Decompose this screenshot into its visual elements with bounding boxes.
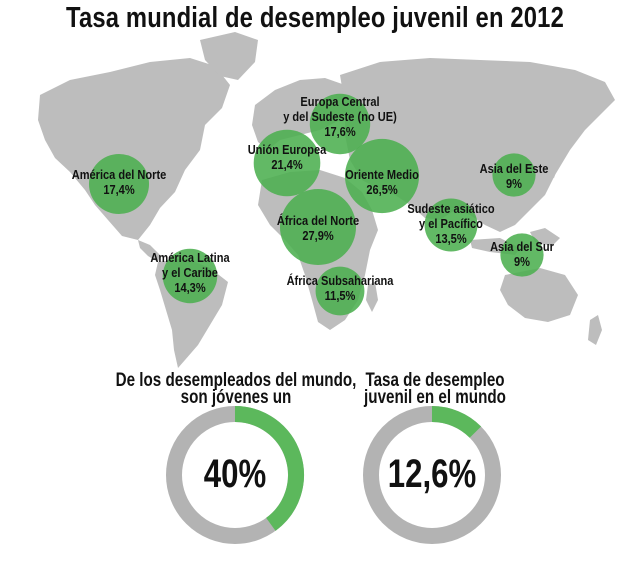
region-value: 14,3%: [174, 280, 206, 295]
region-name: Asia del Sur: [490, 239, 554, 254]
donut-2-caption-line1: Tasa de desempleo: [365, 370, 505, 391]
region-value: 13,5%: [435, 231, 467, 246]
region-label: Europa Central y del Sudeste (no UE) 17,6%: [283, 94, 397, 139]
region-value: 9%: [514, 254, 530, 269]
region-bubbles: [88, 93, 544, 316]
region-bubble: [309, 93, 371, 155]
region-bubble: [88, 153, 150, 215]
region-bubble: [315, 266, 365, 316]
donut-1-caption-line1: De los desempleados del mundo,: [115, 370, 357, 391]
region-name-line2: y el Pacífico: [419, 216, 483, 231]
donut-2-arc: [431, 406, 482, 439]
region-value: 9%: [506, 176, 522, 191]
region-name: América del Norte: [71, 167, 167, 182]
region-bubble: [344, 138, 420, 214]
region-value: 27,9%: [302, 228, 334, 243]
region-value: 17,4%: [103, 182, 135, 197]
region-label: América Latina y el Caribe 14,3%: [150, 250, 229, 295]
region-name: Europa Central: [300, 94, 380, 109]
region-label: Oriente Medio 26,5%: [345, 167, 419, 197]
region-name: África Subsahariana: [286, 273, 394, 288]
donut-1-value: 40%: [203, 452, 267, 496]
region-name: Unión Europea: [247, 142, 327, 157]
region-name: Asia del Este: [479, 161, 549, 176]
donut-2-caption-line2: juvenil en el mundo: [364, 387, 506, 408]
region-name-line2: y del Sudeste (no UE): [283, 109, 397, 124]
region-name: Sudeste asiático: [407, 201, 495, 216]
region-name: África del Norte: [276, 213, 360, 228]
region-bubble: [492, 153, 536, 197]
region-label: América del Norte 17,4%: [72, 167, 167, 197]
region-name: Oriente Medio: [345, 167, 419, 182]
region-bubble: [424, 198, 478, 252]
donut-1-arc: [234, 406, 304, 531]
region-label: África del Norte 27,9%: [277, 213, 359, 243]
donut-2-value: 12,6%: [387, 452, 477, 496]
region-label: Asia del Sur 9%: [490, 239, 554, 269]
region-label: Asia del Este 9%: [480, 161, 549, 191]
region-value: 11,5%: [324, 288, 356, 303]
region-bubble: [500, 233, 544, 277]
donut-1-caption-line2: son jóvenes un: [180, 387, 292, 408]
donut-2-caption: Tasa de desempleo juvenil en el mundo: [364, 370, 506, 408]
region-value: 26,5%: [366, 182, 398, 197]
region-value: 17,6%: [324, 124, 356, 139]
page-title: Tasa mundial de desempleo juvenil en 201…: [66, 2, 564, 34]
region-name: América Latina: [150, 250, 230, 265]
region-bubble: [279, 188, 357, 266]
region-label: África Subsahariana 11,5%: [287, 273, 394, 303]
region-bubble: [162, 248, 218, 304]
region-label: Unión Europea 21,4%: [248, 142, 327, 172]
region-bubble: [253, 129, 321, 197]
donut-chart-youth-rate: [363, 406, 501, 544]
donut-chart-youth-share: [166, 406, 304, 544]
region-name-line2: y el Caribe: [162, 265, 218, 280]
region-label: Sudeste asiático y el Pacífico 13,5%: [407, 201, 494, 246]
region-value: 21,4%: [271, 157, 303, 172]
donut-1-caption: De los desempleados del mundo, son jóven…: [115, 370, 357, 408]
